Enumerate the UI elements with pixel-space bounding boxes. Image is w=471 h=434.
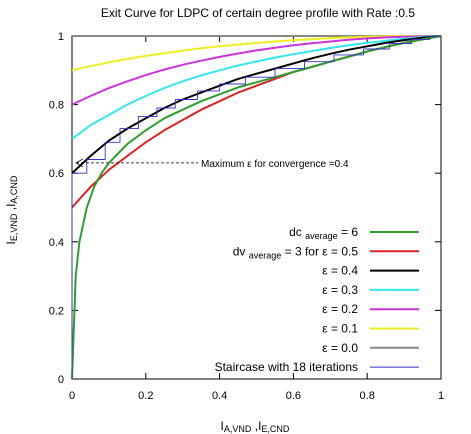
legend-label-sub: average — [249, 250, 282, 260]
annotation: Maximum ε for convergence =0.4 — [75, 158, 349, 170]
x-tick-label: 0 — [69, 390, 75, 402]
x-axis-label-main: I — [221, 419, 224, 433]
legend-label-main: ε = 0.1 — [322, 322, 358, 336]
legend-label-post: = 3 for ε = 0.5 — [281, 244, 358, 258]
y-axis-label: IE,VND ,IA,CND — [4, 175, 19, 244]
x-tick-label: 0.8 — [360, 390, 375, 402]
legend-label-main: ε = 0.3 — [322, 283, 358, 297]
x-axis-label: IA,VND ,IE,CND — [221, 419, 290, 434]
legend-label-main: dc — [289, 225, 305, 239]
legend-label-main: dv — [233, 244, 249, 258]
series-line-4 — [71, 35, 442, 106]
x-tick-label: 0.2 — [138, 390, 153, 402]
legend-label-main: ε = 0.2 — [322, 302, 358, 316]
y-tick-label: 0.2 — [49, 305, 64, 317]
legend-label: ε = 0.2 — [322, 302, 358, 316]
x-tick-label: 0.4 — [212, 390, 227, 402]
y-axis-label-main: I — [4, 241, 18, 244]
legend-label: ε = 0.0 — [322, 341, 358, 355]
legend-label: Staircase with 18 iterations — [215, 360, 358, 374]
x-axis-label-sub1: A,VND — [224, 424, 252, 434]
series-line-0 — [71, 35, 442, 380]
series-line-2 — [71, 35, 442, 174]
legend-label: dv average = 3 for ε = 0.5 — [233, 244, 359, 260]
staircase-line — [71, 36, 441, 379]
y-tick-label: 0.4 — [49, 237, 64, 249]
annotation-text: Maximum ε for convergence =0.4 — [201, 159, 349, 170]
legend-label: ε = 0.1 — [322, 322, 358, 336]
chart-title: Exit Curve for LDPC of certain degree pr… — [101, 6, 415, 20]
plot-area: 0 0.2 0.4 0.6 0.8 1 0 0.2 0.4 0.6 0.8 1 Maximum ε … — [49, 31, 444, 402]
y-tick-label: 0.6 — [49, 168, 64, 180]
annotation-arrowhead — [75, 158, 84, 168]
legend-label-post: = 6 — [338, 225, 359, 239]
legend-label-main: Staircase with 18 iterations — [215, 360, 358, 374]
legend: dc average = 6 dv average = 3 for ε = 0.5… — [215, 225, 419, 374]
x-axis-label-sub2: E,CND — [261, 424, 290, 434]
y-axis-label-sub2: A,CND — [9, 175, 19, 204]
series-line-3 — [71, 35, 442, 140]
y-tick-label: 0 — [58, 374, 64, 386]
legend-label: dc average = 6 — [289, 225, 358, 241]
legend-label: ε = 0.4 — [322, 264, 358, 278]
legend-label-main: ε = 0.4 — [322, 264, 358, 278]
series-layer — [71, 35, 442, 380]
legend-label: ε = 0.3 — [322, 283, 358, 297]
legend-label-main: ε = 0.0 — [322, 341, 358, 355]
x-axis-label-sep: ,I — [251, 419, 261, 433]
x-axis-ticks: 0 0.2 0.4 0.6 0.8 1 — [69, 36, 444, 402]
y-axis-label-sub1: E,VND — [9, 213, 19, 241]
staircase-layer — [71, 36, 441, 379]
y-axis-label-sep: ,I — [4, 204, 18, 214]
legend-label-sub: average — [305, 231, 338, 241]
y-tick-label: 0.8 — [49, 100, 64, 112]
series-line-5 — [71, 35, 441, 72]
x-tick-label: 0.6 — [286, 390, 301, 402]
y-tick-label: 1 — [58, 31, 64, 43]
x-tick-label: 1 — [438, 390, 444, 402]
